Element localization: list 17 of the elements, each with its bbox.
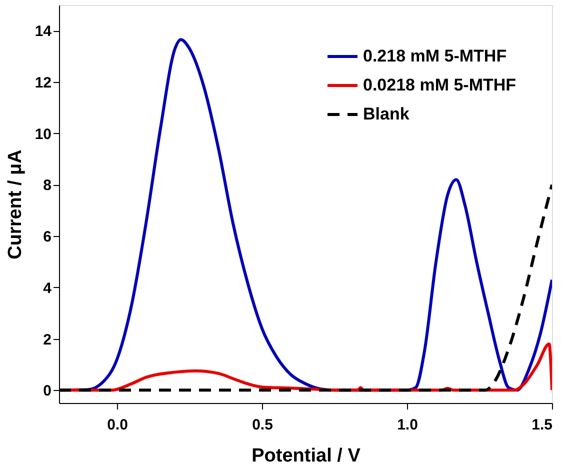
y-tick-label: 6 (43, 228, 52, 246)
x-tick-label: 0.5 (252, 416, 273, 434)
x-tick-label: 0.0 (107, 416, 128, 434)
x-tick-label: 1.5 (532, 416, 552, 434)
y-tick-label: 12 (34, 74, 52, 92)
legend-label: Blank (363, 104, 410, 124)
legend-label: 0.0218 mM 5-MTHF (363, 76, 516, 94)
x-tick-label: 1.0 (397, 416, 418, 434)
y-tick-label: 8 (43, 177, 52, 194)
y-tick-label: 14 (34, 23, 52, 40)
y-tick-label: 2 (43, 331, 52, 348)
y-axis-title: Current / μA (4, 149, 26, 260)
y-tick-label: 10 (34, 126, 52, 143)
x-axis-title: Potential / V (252, 446, 361, 466)
legend-label: 0.218 mM 5-MTHF (363, 46, 507, 66)
y-tick-label: 4 (43, 280, 52, 297)
y-tick-label: 0 (43, 382, 52, 400)
